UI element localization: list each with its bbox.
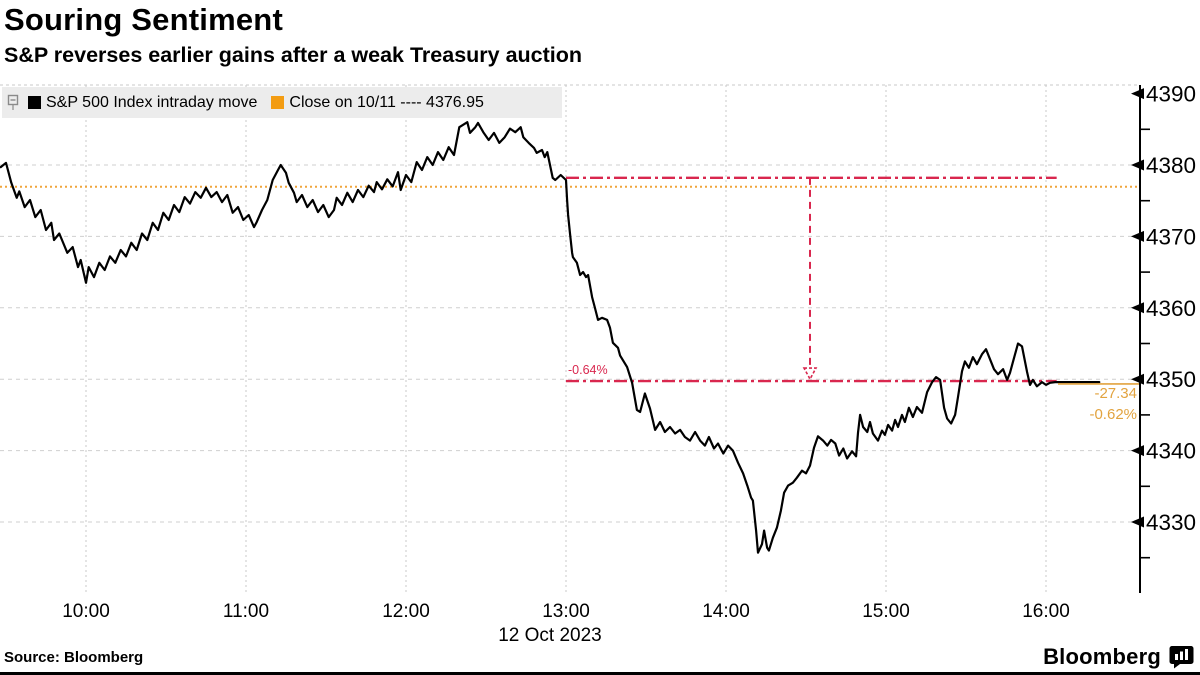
bloomberg-logo-icon [1169,645,1194,669]
y-axis-major-tick [1131,516,1144,528]
chart-tracker-icon [7,94,19,112]
page-subtitle: S&P reverses earlier gains after a weak … [4,43,583,67]
y-axis-major-tick [1131,230,1144,242]
y-axis-label: 4380 [1146,153,1196,178]
bloomberg-brand: Bloomberg [1043,644,1194,670]
y-axis-label: 4350 [1146,367,1196,392]
x-axis-label: 14:00 [702,601,750,622]
x-axis-label: 15:00 [862,601,910,622]
y-axis-label: 4360 [1146,296,1196,321]
last-price-change: -27.34 [1094,385,1137,402]
y-axis-major-tick [1131,445,1144,457]
annotation-pct-label: -0.64% [568,363,608,377]
x-axis-label: 11:00 [223,601,269,622]
y-axis-label: 4370 [1146,224,1196,249]
legend-swatch [271,96,285,109]
legend-label: S&P 500 Index intraday move [46,93,258,111]
legend-items: S&P 500 Index intraday move Close on 10/1… [28,94,484,112]
x-axis-date-label: 12 Oct 2023 [498,625,602,646]
legend-swatch [28,96,41,109]
legend-label: Close on 10/11 ---- 4376.95 [289,93,484,111]
last-price-pct: -0.62% [1089,406,1137,423]
y-axis-label: 4340 [1146,439,1196,464]
source-label: Source: Bloomberg [4,649,144,666]
y-axis-major-tick [1131,302,1144,314]
bloomberg-logotype: Bloomberg [1043,644,1161,669]
x-axis-label: 10:00 [62,601,110,622]
annotation-arrowhead [802,367,818,381]
y-axis-major-tick [1131,373,1144,385]
legend-item-1: Close on 10/11 ---- 4376.95 [271,93,484,112]
bottom-rule [0,672,1200,675]
x-axis-label: 13:00 [542,601,590,622]
legend: S&P 500 Index intraday move Close on 10/1… [2,87,562,118]
y-axis-major-tick [1131,159,1144,171]
x-axis-label: 12:00 [382,601,430,622]
page-title: Souring Sentiment [4,2,283,37]
y-axis-label: 4330 [1146,510,1196,535]
y-axis-major-tick [1131,88,1144,100]
price-line [0,121,1101,554]
x-axis-label: 16:00 [1022,601,1070,622]
y-axis-label: 4390 [1146,82,1196,107]
legend-item-0: S&P 500 Index intraday move [28,94,257,112]
